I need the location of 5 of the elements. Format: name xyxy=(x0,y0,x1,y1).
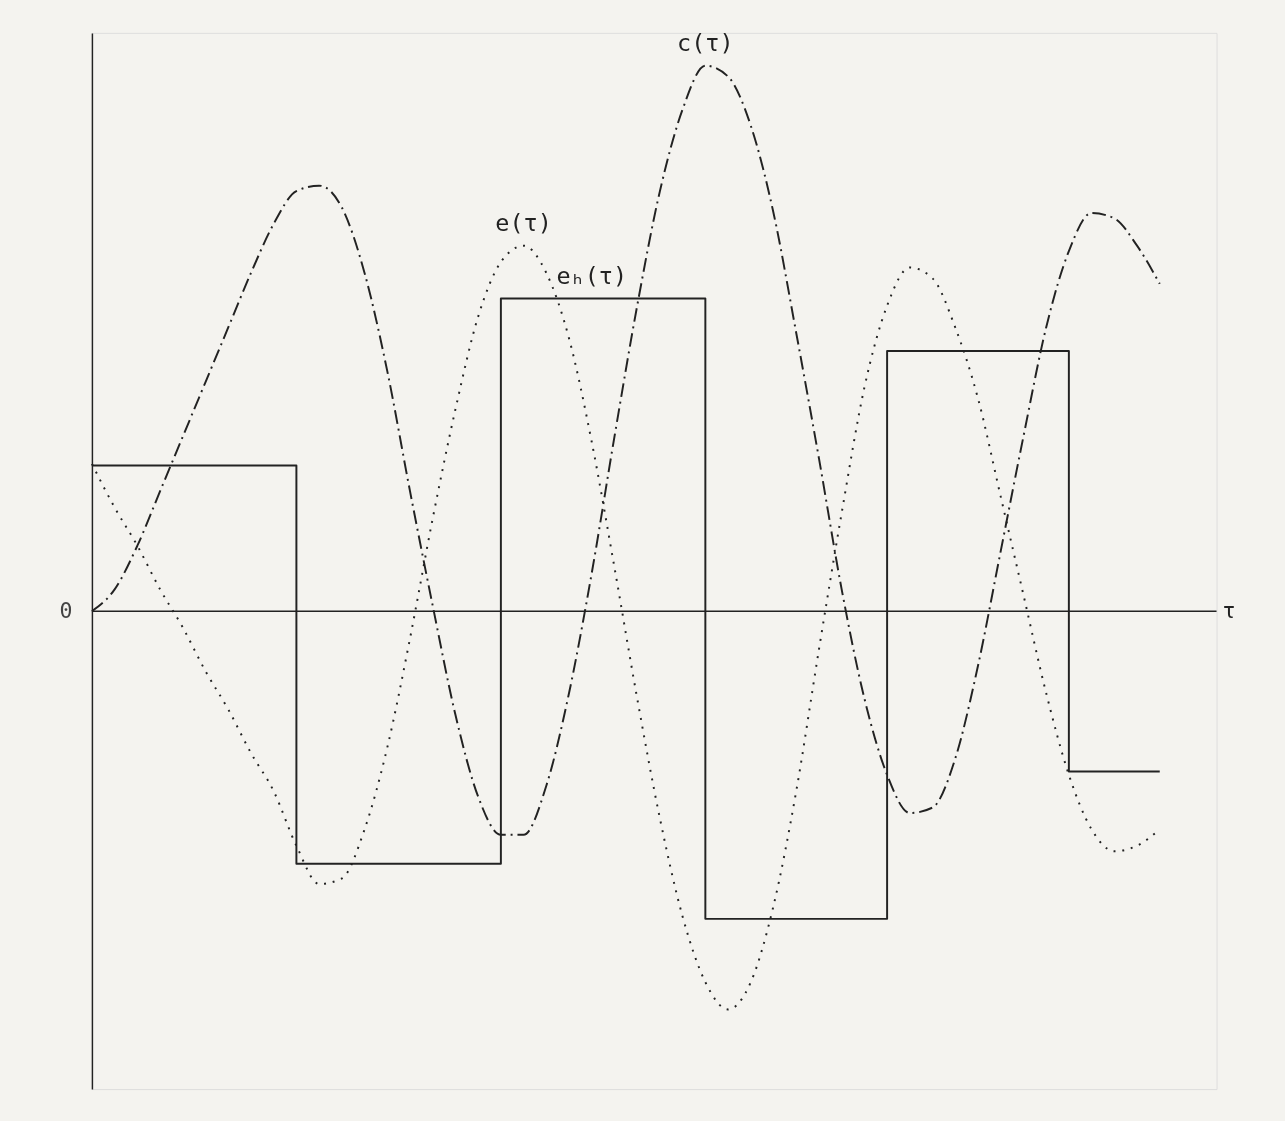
series-label: c(τ) xyxy=(677,28,734,57)
text: 0 xyxy=(59,598,73,624)
series-label: eₕ(τ) xyxy=(556,261,628,290)
x-axis-title: τ xyxy=(1222,598,1236,624)
series-label: e(τ) xyxy=(495,209,552,237)
